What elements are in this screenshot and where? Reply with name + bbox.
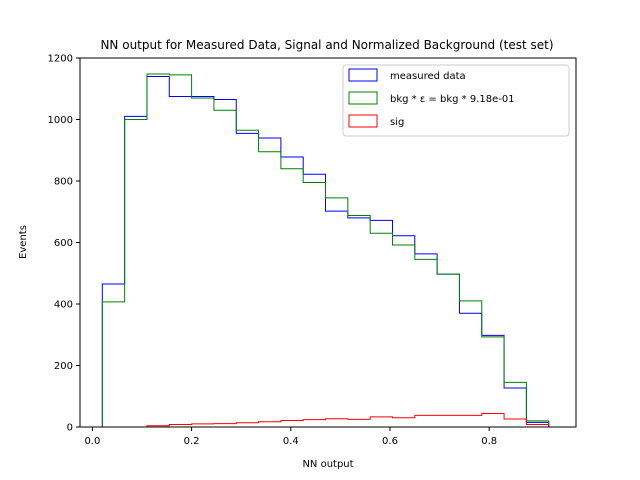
y-tick-label: 800 (54, 177, 73, 188)
x-tick-label: 0.6 (382, 436, 398, 447)
x-axis-title: NN output (302, 459, 353, 470)
x-tick-label: 0.4 (283, 436, 299, 447)
x-tick-label: 0.0 (84, 436, 100, 447)
x-axis: 0.0 0.2 0.4 0.6 0.8 (84, 427, 497, 447)
legend-box (342, 64, 570, 137)
y-axis: 0 200 400 600 800 1000 1200 (48, 54, 80, 434)
series-bkg-bkg-9-18e-01-step-line (101, 73, 550, 427)
y-axis-title: Events (18, 225, 29, 259)
legend-label-measured-data: measured data (390, 71, 466, 82)
y-tick-label: 1200 (48, 54, 73, 65)
legend-label-bkg-bkg-9-18e-01: bkg * ε = bkg * 9.18e-01 (390, 94, 515, 105)
x-tick-label: 0.8 (481, 436, 497, 447)
x-tick-label: 0.2 (184, 436, 200, 447)
y-tick-label: 1000 (48, 115, 73, 126)
y-tick-label: 600 (54, 238, 73, 249)
y-tick-label: 0 (67, 423, 73, 434)
legend-swatch-measured-data (348, 68, 378, 82)
plot-series (101, 73, 550, 428)
series-sig-step-line (102, 412, 550, 428)
legend-swatch-bkg-bkg-9-18e-01 (348, 91, 378, 105)
y-tick-label: 200 (54, 361, 73, 372)
legend: measured data bkg * ε = bkg * 9.18e-01 sig (342, 64, 570, 137)
legend-swatch-sig (348, 114, 378, 128)
y-tick-label: 400 (54, 300, 73, 311)
chart-title: NN output for Measured Data, Signal and … (100, 38, 553, 52)
legend-label-sig: sig (390, 117, 404, 128)
